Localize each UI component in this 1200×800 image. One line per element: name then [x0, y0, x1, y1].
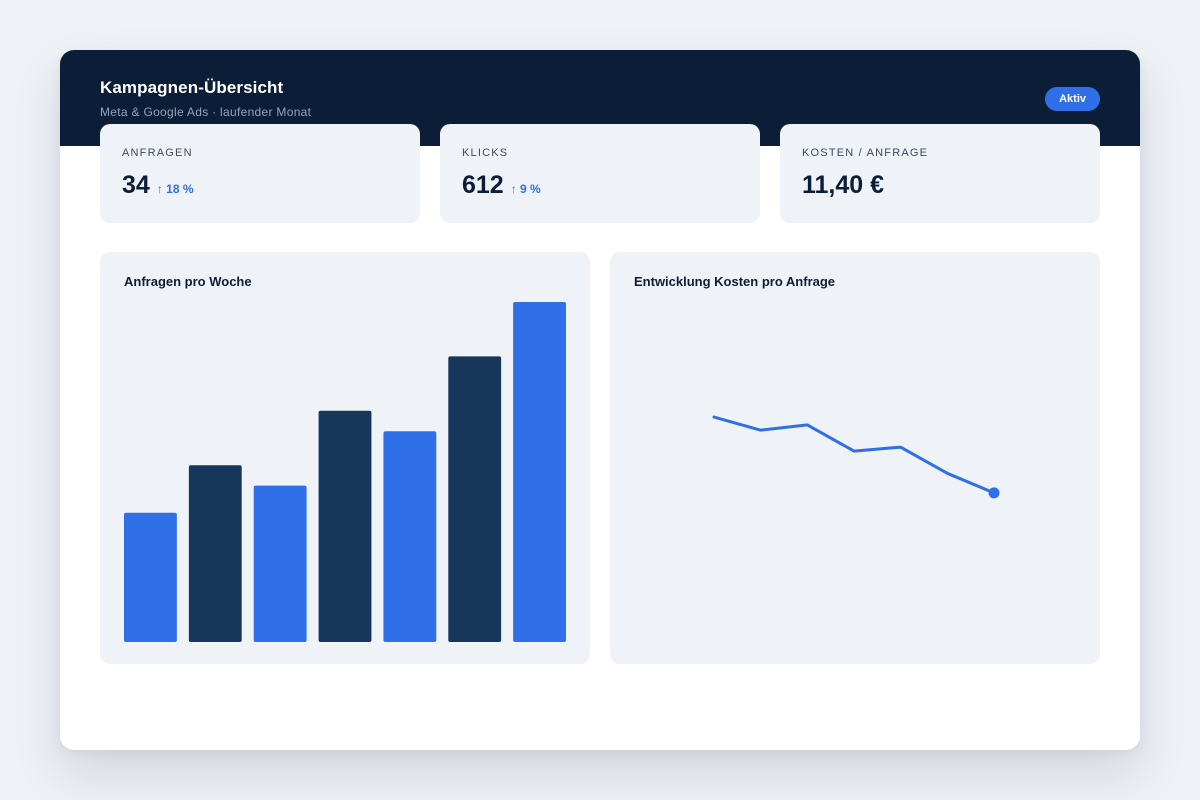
- status-badge[interactable]: Aktiv: [1045, 87, 1100, 111]
- chart-title: Entwicklung Kosten pro Anfrage: [634, 274, 836, 289]
- kpi-delta: ↑ 18 %: [156, 182, 194, 196]
- line-end-marker: [988, 487, 1000, 499]
- kpi-label: Kosten / Anfrage: [802, 147, 929, 159]
- bar-chart: [124, 302, 566, 642]
- kpi-value: 34: [122, 171, 150, 199]
- kpi-card-anfragen: Anfragen 34 ↑ 18 %: [100, 124, 420, 223]
- bar-week-3: [253, 485, 307, 642]
- kpi-label: Klicks: [462, 147, 509, 159]
- bar-chart-card: Anfragen pro Woche: [100, 252, 590, 664]
- kpi-delta: ↑ 9 %: [510, 182, 541, 196]
- bar-week-2: [188, 465, 242, 642]
- line-chart-card: Entwicklung Kosten pro Anfrage: [610, 252, 1100, 664]
- kpi-value: 11,40 €: [802, 171, 885, 199]
- kpi-card-kosten-pro-anfrage: Kosten / Anfrage 11,40 €: [780, 124, 1100, 223]
- bar-week-4: [318, 410, 372, 642]
- kpi-card-klicks: Klicks 612 ↑ 9 %: [440, 124, 760, 223]
- chart-title: Anfragen pro Woche: [124, 274, 252, 289]
- cost-per-inquiry-line: [712, 415, 996, 495]
- kpi-value: 612: [462, 171, 504, 199]
- bar-week-1: [124, 512, 177, 642]
- page-subtitle: Meta & Google Ads · laufender Monat: [100, 105, 312, 119]
- bar-week-5: [383, 431, 437, 642]
- page-title: Kampagnen-Übersicht: [100, 78, 284, 97]
- line-chart: [712, 415, 1000, 499]
- kpi-label: Anfragen: [122, 147, 193, 159]
- bar-week-7: [513, 302, 566, 642]
- bar-week-6: [448, 356, 502, 642]
